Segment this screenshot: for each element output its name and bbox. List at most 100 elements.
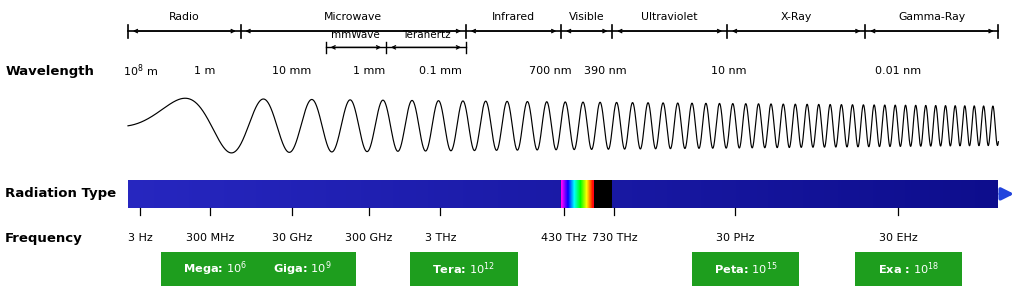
Bar: [891, 180, 894, 208]
Bar: [480, 180, 483, 208]
Bar: [850, 180, 853, 208]
Bar: [536, 180, 539, 208]
Bar: [355, 180, 358, 208]
Bar: [253, 180, 256, 208]
Text: 10 mm: 10 mm: [272, 66, 311, 76]
Bar: [321, 180, 323, 208]
Bar: [620, 180, 623, 208]
Bar: [198, 180, 201, 208]
Bar: [788, 180, 792, 208]
Bar: [224, 180, 227, 208]
Bar: [594, 180, 597, 208]
Bar: [256, 180, 259, 208]
Bar: [495, 180, 498, 208]
Bar: [597, 180, 600, 208]
Bar: [145, 180, 148, 208]
Bar: [378, 180, 381, 208]
Bar: [853, 180, 856, 208]
Bar: [297, 180, 300, 208]
Bar: [821, 180, 823, 208]
Bar: [897, 180, 899, 208]
Bar: [877, 180, 879, 208]
Text: Giga: $10^{9}$: Giga: $10^{9}$: [272, 259, 332, 278]
Bar: [640, 180, 643, 208]
Bar: [474, 180, 477, 208]
Bar: [923, 180, 926, 208]
Bar: [358, 180, 360, 208]
Bar: [439, 180, 442, 208]
Bar: [870, 180, 873, 208]
Bar: [978, 180, 981, 208]
Bar: [329, 180, 332, 208]
Bar: [166, 180, 169, 208]
Bar: [777, 180, 780, 208]
Bar: [172, 180, 174, 208]
Text: mmWave: mmWave: [332, 30, 380, 40]
Text: 700 nm: 700 nm: [528, 66, 571, 76]
Bar: [932, 180, 934, 208]
Bar: [174, 180, 177, 208]
Bar: [245, 180, 248, 208]
Bar: [970, 180, 972, 208]
Bar: [637, 180, 640, 208]
Bar: [812, 180, 815, 208]
Bar: [189, 180, 193, 208]
Bar: [678, 180, 681, 208]
Bar: [934, 180, 937, 208]
Bar: [294, 180, 297, 208]
Bar: [757, 180, 760, 208]
Bar: [204, 180, 207, 208]
Bar: [542, 180, 545, 208]
Bar: [308, 180, 311, 208]
Bar: [283, 180, 286, 208]
Bar: [995, 180, 998, 208]
Bar: [728, 180, 730, 208]
Bar: [401, 180, 404, 208]
Bar: [422, 180, 425, 208]
Bar: [341, 180, 343, 208]
Bar: [975, 180, 978, 208]
Bar: [539, 180, 542, 208]
Bar: [730, 180, 733, 208]
Bar: [804, 180, 806, 208]
Text: 30 GHz: 30 GHz: [271, 233, 312, 243]
Bar: [643, 180, 646, 208]
Bar: [943, 180, 946, 208]
Bar: [303, 180, 305, 208]
Bar: [632, 180, 635, 208]
Bar: [954, 180, 957, 208]
Bar: [617, 180, 620, 208]
Text: 0.01 nm: 0.01 nm: [874, 66, 922, 76]
Bar: [926, 180, 929, 208]
Bar: [768, 180, 771, 208]
Bar: [259, 180, 262, 208]
Text: 3 THz: 3 THz: [425, 233, 456, 243]
Bar: [992, 180, 995, 208]
Bar: [623, 180, 626, 208]
Bar: [404, 180, 408, 208]
Bar: [602, 180, 605, 208]
Bar: [428, 180, 431, 208]
Bar: [471, 180, 474, 208]
Bar: [754, 180, 757, 208]
Text: Wavelength: Wavelength: [5, 65, 94, 78]
Bar: [267, 180, 270, 208]
Bar: [695, 180, 698, 208]
Bar: [972, 180, 975, 208]
Bar: [673, 180, 675, 208]
Bar: [826, 180, 829, 208]
Bar: [509, 180, 512, 208]
Bar: [766, 180, 768, 208]
Bar: [920, 180, 923, 208]
Bar: [195, 180, 198, 208]
Bar: [693, 180, 695, 208]
Bar: [137, 180, 139, 208]
Bar: [916, 180, 920, 208]
Bar: [489, 180, 492, 208]
Bar: [905, 180, 908, 208]
Bar: [248, 252, 356, 286]
Bar: [823, 180, 826, 208]
Bar: [210, 180, 212, 208]
Bar: [745, 180, 749, 208]
Bar: [492, 180, 495, 208]
